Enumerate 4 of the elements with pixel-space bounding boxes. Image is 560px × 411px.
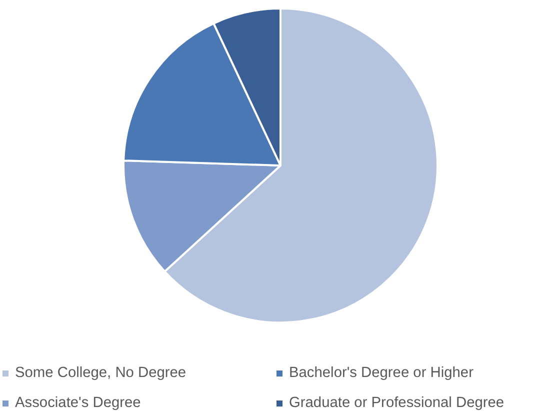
legend-label: Associate's Degree (15, 395, 142, 411)
legend-label: Graduate or Professional Degree (289, 395, 506, 411)
legend-label: Some College, No Degree (15, 365, 188, 381)
legend-label: Bachelor's Degree or Higher (289, 365, 474, 381)
